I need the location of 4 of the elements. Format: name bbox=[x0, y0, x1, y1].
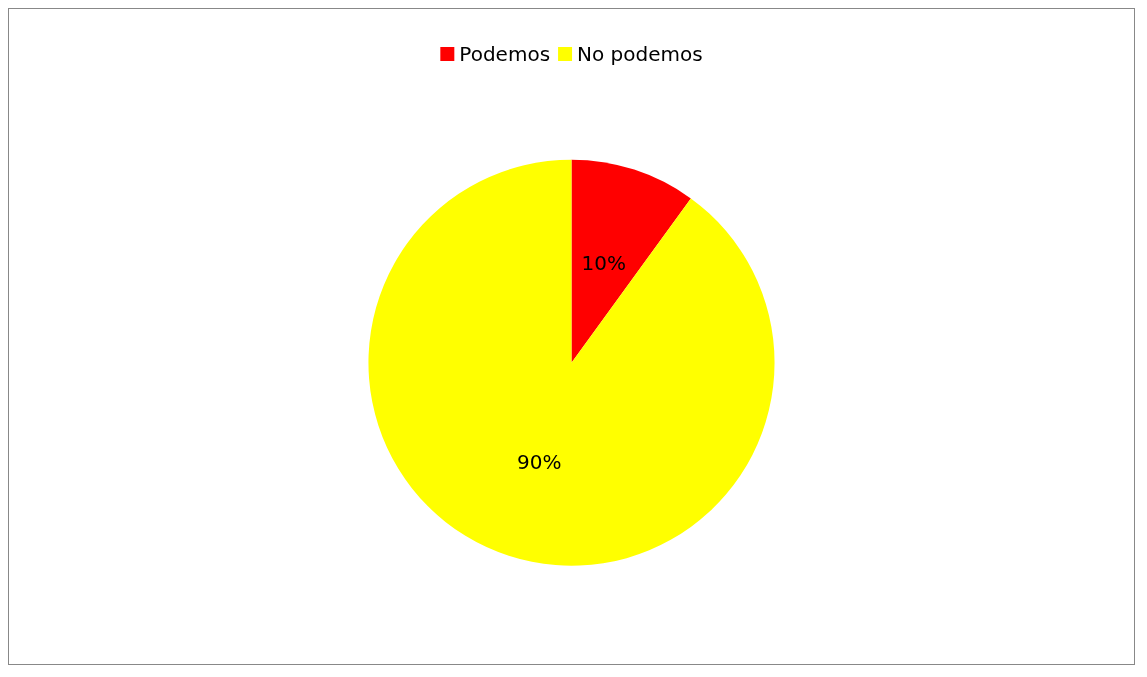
legend-label: No podemos bbox=[577, 42, 703, 66]
data-label: 10% bbox=[581, 251, 627, 276]
data-label: 90% bbox=[516, 450, 562, 475]
legend-label: Podemos bbox=[459, 42, 551, 66]
